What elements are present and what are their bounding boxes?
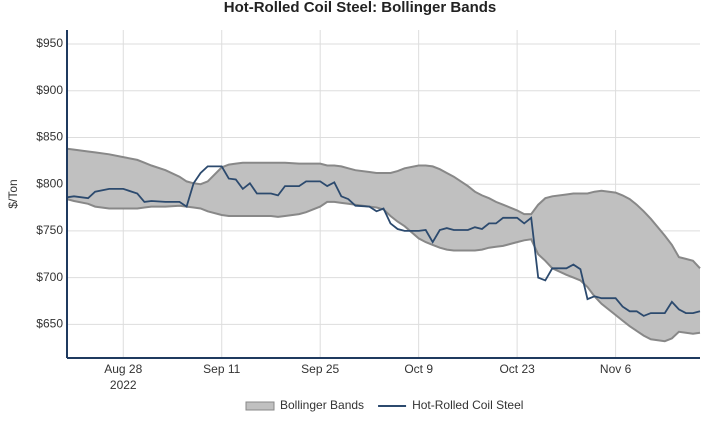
- y-tick-label: $800: [36, 176, 63, 190]
- y-tick-label: $750: [36, 223, 63, 237]
- y-tick-label: $850: [36, 130, 63, 144]
- y-tick-label: $700: [36, 270, 63, 284]
- x-tick-label: Sep 11: [203, 362, 240, 376]
- legend-label: Bollinger Bands: [280, 398, 364, 412]
- x-tick-label: Aug 28: [104, 362, 142, 376]
- chart-title: Hot-Rolled Coil Steel: Bollinger Bands: [224, 0, 497, 16]
- band-area: [67, 148, 700, 342]
- legend-label: Hot-Rolled Coil Steel: [412, 398, 523, 412]
- x-tick-label: Oct 9: [404, 362, 433, 376]
- x-year-label: 2022: [110, 378, 137, 392]
- x-tick-label: Sep 25: [301, 362, 339, 376]
- band-upper: [66, 147, 701, 269]
- x-tick-label: Nov 6: [600, 362, 632, 376]
- x-tick-label: Oct 23: [499, 362, 535, 376]
- y-tick-label: $950: [36, 36, 63, 50]
- band-lower: [66, 198, 701, 343]
- y-axis-label: $/Ton: [6, 179, 20, 208]
- price-line: [66, 165, 701, 317]
- y-tick-label: $900: [36, 83, 63, 97]
- legend-swatch: [245, 401, 275, 411]
- y-tick-label: $650: [36, 317, 63, 331]
